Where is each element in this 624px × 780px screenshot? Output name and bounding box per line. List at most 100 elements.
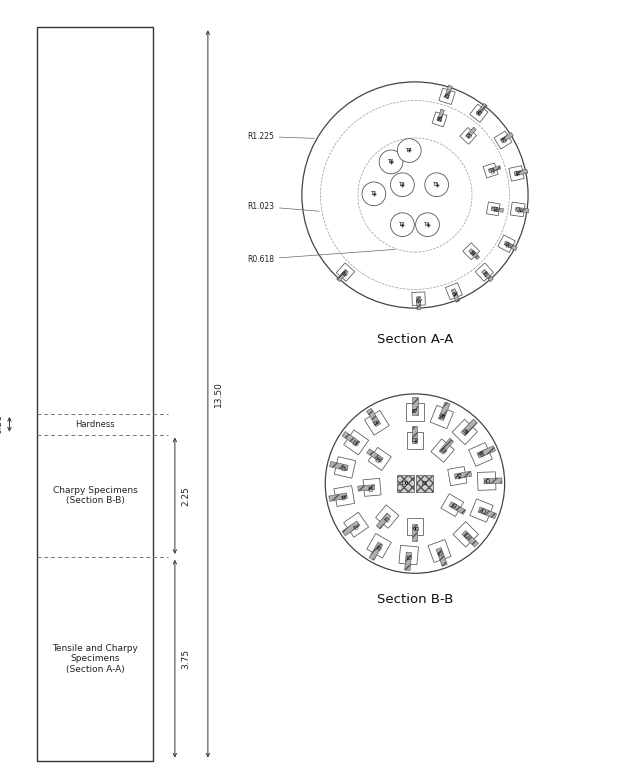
Polygon shape — [444, 85, 452, 99]
Polygon shape — [439, 88, 456, 105]
Bar — [37, 27, 153, 760]
Polygon shape — [342, 431, 360, 446]
Polygon shape — [376, 513, 391, 529]
Polygon shape — [412, 396, 417, 414]
Polygon shape — [412, 427, 417, 443]
Polygon shape — [399, 545, 419, 565]
Text: C2: C2 — [478, 506, 485, 515]
Text: A8: A8 — [450, 288, 458, 295]
Polygon shape — [329, 493, 348, 502]
Polygon shape — [358, 484, 375, 491]
Polygon shape — [483, 163, 498, 178]
Circle shape — [302, 82, 528, 308]
Text: B8: B8 — [438, 413, 446, 420]
Text: A3: A3 — [499, 136, 507, 144]
Polygon shape — [337, 269, 348, 282]
Text: B4: B4 — [490, 205, 496, 213]
Polygon shape — [509, 165, 524, 181]
Text: C8: C8 — [341, 492, 348, 500]
Text: D6: D6 — [411, 524, 419, 529]
Text: A5: A5 — [515, 206, 520, 213]
Polygon shape — [367, 448, 383, 463]
Text: D9: D9 — [376, 455, 384, 463]
Polygon shape — [431, 439, 454, 463]
Polygon shape — [369, 542, 383, 560]
Circle shape — [379, 150, 403, 174]
Polygon shape — [498, 235, 515, 253]
Polygon shape — [514, 169, 528, 176]
Polygon shape — [412, 524, 417, 541]
Polygon shape — [476, 103, 487, 116]
Polygon shape — [510, 202, 525, 217]
Polygon shape — [439, 438, 454, 454]
Text: D8: D8 — [369, 484, 375, 491]
Circle shape — [362, 182, 386, 206]
Circle shape — [397, 139, 421, 162]
Polygon shape — [482, 269, 493, 282]
Text: 0.38: 0.38 — [0, 414, 4, 434]
Polygon shape — [484, 478, 502, 484]
Polygon shape — [449, 502, 466, 514]
Polygon shape — [405, 552, 412, 570]
Text: A9: A9 — [415, 296, 422, 301]
Polygon shape — [466, 127, 476, 138]
Polygon shape — [470, 104, 488, 122]
Polygon shape — [329, 462, 348, 470]
Text: D0: D0 — [402, 481, 409, 486]
Text: T3: T3 — [399, 183, 406, 187]
Text: 13.50: 13.50 — [214, 381, 223, 407]
Text: C9: C9 — [342, 464, 348, 471]
Text: B0: B0 — [477, 450, 484, 459]
Text: A6: A6 — [503, 239, 510, 248]
Polygon shape — [438, 402, 450, 420]
Polygon shape — [416, 475, 432, 492]
Polygon shape — [364, 410, 389, 435]
Text: D5: D5 — [449, 501, 456, 509]
Text: C1: C1 — [484, 478, 489, 484]
Polygon shape — [366, 409, 381, 427]
Text: A7: A7 — [480, 268, 489, 276]
Polygon shape — [475, 263, 494, 282]
Polygon shape — [462, 530, 479, 547]
Polygon shape — [406, 402, 424, 420]
Text: 3.75: 3.75 — [181, 649, 190, 668]
Polygon shape — [478, 507, 497, 519]
Text: D4: D4 — [454, 473, 461, 480]
Polygon shape — [428, 540, 451, 562]
Text: R1.225: R1.225 — [247, 132, 314, 141]
Text: A0: A0 — [341, 268, 350, 276]
Text: C0: C0 — [353, 438, 360, 446]
Text: A1: A1 — [443, 93, 451, 100]
Polygon shape — [487, 202, 500, 216]
Polygon shape — [463, 243, 480, 260]
Text: T6: T6 — [388, 159, 394, 165]
Text: Charpy Specimens
(Section B-B): Charpy Specimens (Section B-B) — [53, 486, 137, 505]
Polygon shape — [477, 445, 495, 458]
Text: T2: T2 — [399, 222, 406, 227]
Text: D1: D1 — [373, 419, 381, 427]
Text: B7: B7 — [412, 410, 418, 414]
Polygon shape — [500, 133, 514, 143]
Text: E1: E1 — [421, 481, 427, 486]
Text: B9: B9 — [461, 428, 469, 436]
Polygon shape — [452, 420, 477, 445]
Polygon shape — [376, 505, 399, 528]
Text: D2: D2 — [411, 438, 419, 443]
Polygon shape — [334, 457, 356, 478]
Text: A2: A2 — [475, 109, 483, 117]
Polygon shape — [407, 432, 423, 448]
Text: 2.25: 2.25 — [181, 486, 190, 505]
Text: C3: C3 — [462, 530, 470, 538]
Circle shape — [391, 173, 414, 197]
Polygon shape — [460, 127, 477, 144]
Polygon shape — [453, 522, 479, 547]
Text: T5: T5 — [433, 183, 440, 187]
Text: B1: B1 — [436, 116, 444, 122]
Polygon shape — [477, 472, 496, 491]
Polygon shape — [454, 471, 472, 479]
Polygon shape — [470, 498, 493, 522]
Polygon shape — [397, 475, 414, 492]
Text: D7: D7 — [383, 512, 391, 521]
Text: T7: T7 — [406, 148, 412, 153]
Text: C7: C7 — [353, 521, 360, 529]
